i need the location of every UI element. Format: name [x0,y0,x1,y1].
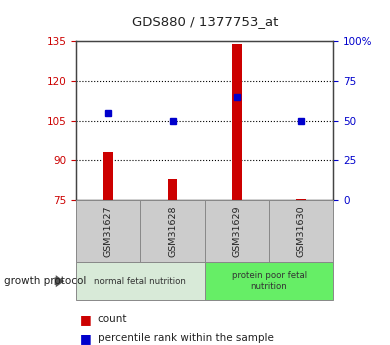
Text: ■: ■ [80,332,92,345]
Bar [296,199,306,200]
Bar [103,152,113,200]
Bar [168,179,177,200]
Text: protein poor fetal
nutrition: protein poor fetal nutrition [232,272,307,291]
Text: GSM31630: GSM31630 [297,205,306,257]
Text: ■: ■ [80,313,92,326]
Text: count: count [98,314,127,324]
Text: GSM31627: GSM31627 [104,205,113,257]
Text: GSM31629: GSM31629 [232,205,241,257]
Text: GSM31628: GSM31628 [168,205,177,257]
Text: normal fetal nutrition: normal fetal nutrition [94,277,186,286]
Bar [232,44,242,200]
Text: percentile rank within the sample: percentile rank within the sample [98,333,273,343]
Text: GDS880 / 1377753_at: GDS880 / 1377753_at [131,16,278,29]
Text: growth protocol: growth protocol [4,276,86,286]
